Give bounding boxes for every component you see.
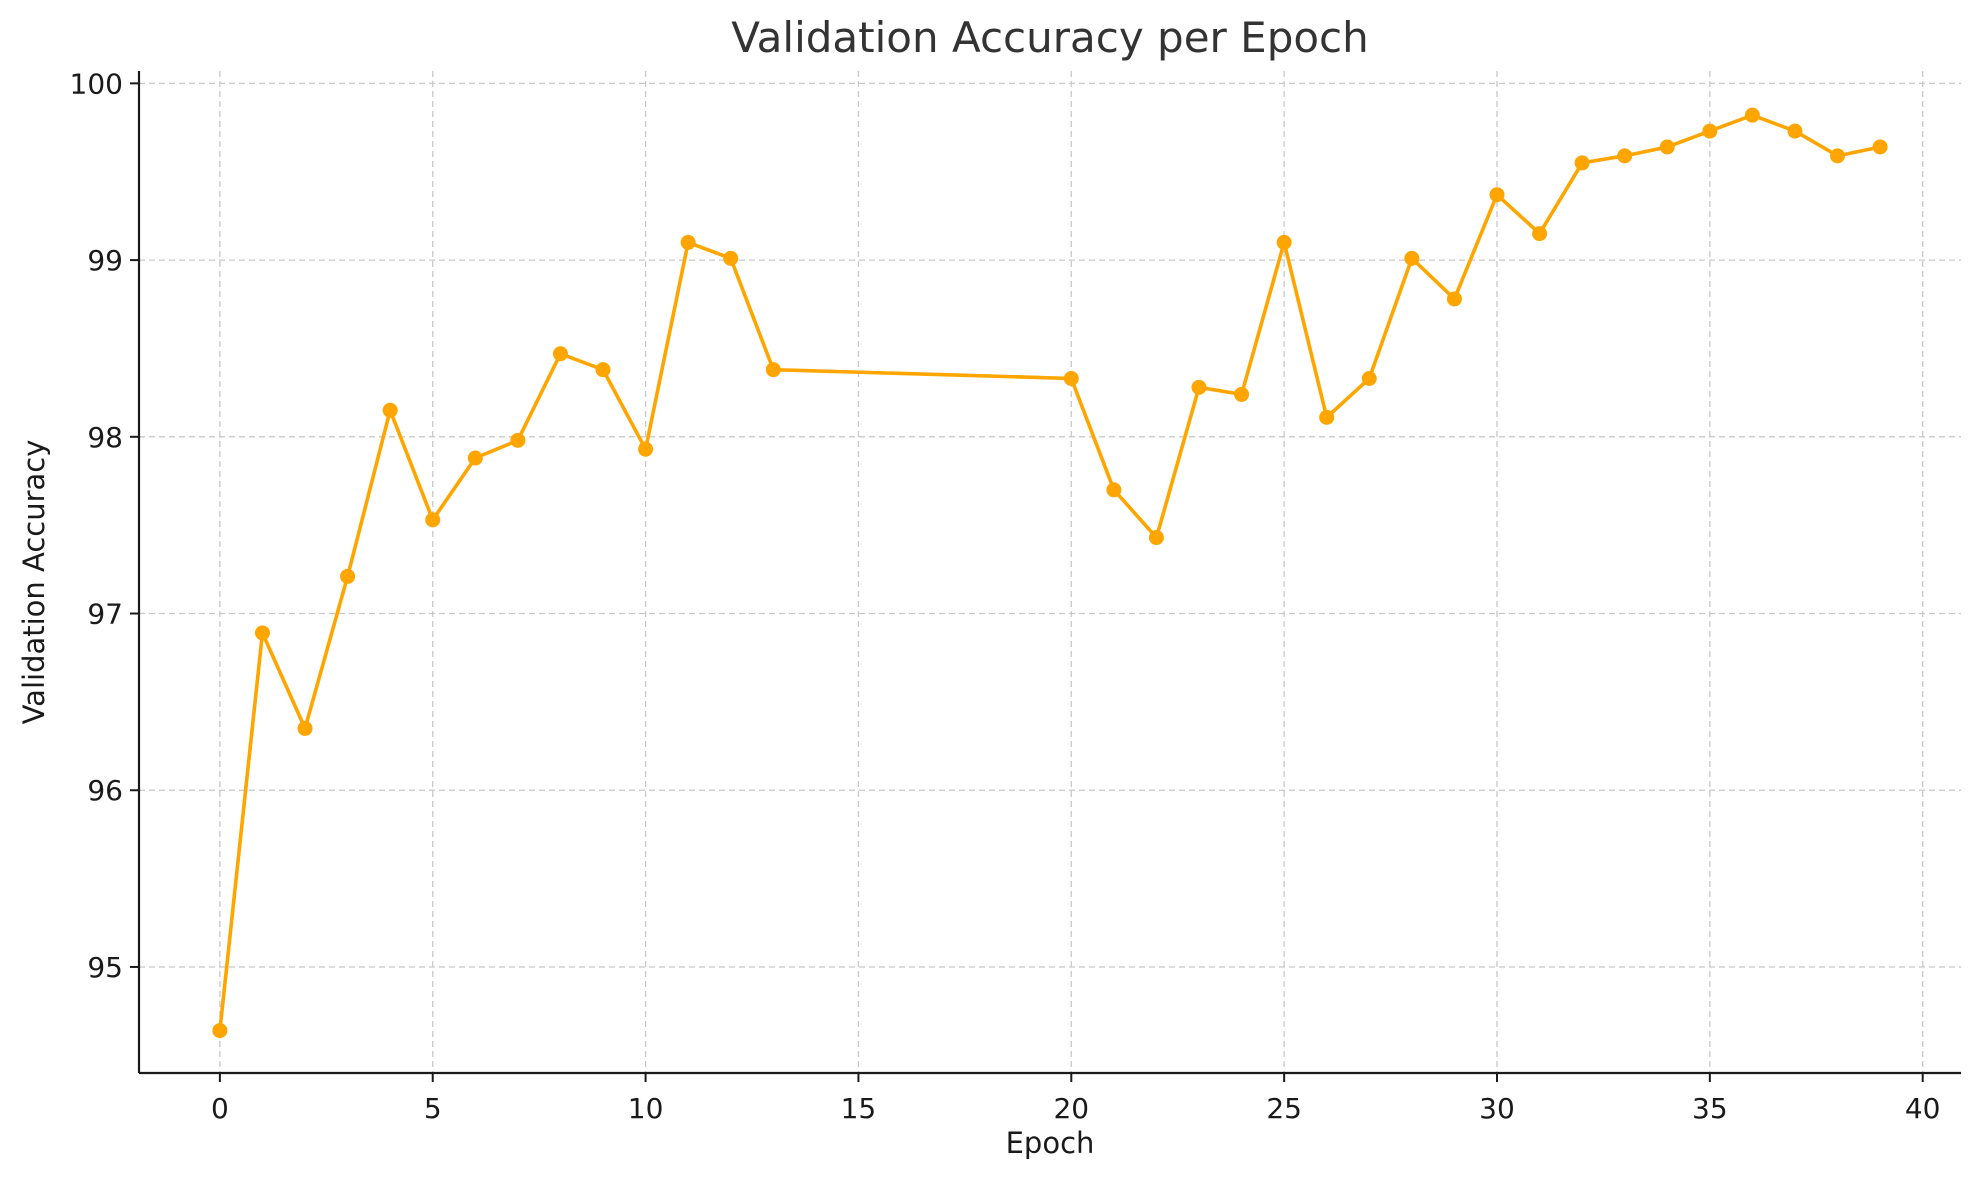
data-point <box>1659 139 1675 155</box>
data-point <box>1234 386 1250 402</box>
data-point <box>510 432 526 448</box>
data-point <box>1361 370 1377 386</box>
data-point <box>297 720 313 736</box>
y-tick-label: 97 <box>87 598 123 631</box>
y-axis-title: Validation Accuracy <box>17 440 51 725</box>
data-point <box>467 450 483 466</box>
data-point <box>1063 370 1079 386</box>
axes <box>137 71 1961 1075</box>
x-tick-label: 5 <box>424 1092 442 1125</box>
data-point <box>1404 250 1420 266</box>
data-point <box>1702 123 1718 139</box>
series <box>212 107 1888 1039</box>
data-point <box>1489 187 1505 203</box>
data-point <box>1191 379 1207 395</box>
x-tick-label: 30 <box>1479 1092 1515 1125</box>
x-tick-label: 15 <box>841 1092 877 1125</box>
y-tick-label: 96 <box>87 774 123 807</box>
data-point <box>382 402 398 418</box>
x-tick-label: 20 <box>1053 1092 1089 1125</box>
chart-title: Validation Accuracy per Epoch <box>731 13 1369 62</box>
x-tick-label: 25 <box>1266 1092 1302 1125</box>
y-tick-label: 100 <box>70 67 123 100</box>
data-point <box>1574 155 1590 171</box>
ticks: 0 5 10 15 20 25 30 35 40 95 96 97 98 99 100 <box>70 67 1941 1125</box>
data-point <box>254 625 270 641</box>
data-point <box>1787 123 1803 139</box>
y-tick-label: 99 <box>87 244 123 277</box>
data-point <box>1830 148 1846 164</box>
data-point <box>723 250 739 266</box>
y-tick-label: 98 <box>87 421 123 454</box>
data-point <box>638 441 654 457</box>
data-point <box>340 568 356 584</box>
x-tick-label: 10 <box>628 1092 664 1125</box>
series-line <box>218 113 1882 1033</box>
data-point <box>1617 148 1633 164</box>
data-point <box>1532 226 1548 242</box>
data-point <box>1744 107 1760 123</box>
data-point <box>1106 482 1122 498</box>
data-point <box>552 346 568 362</box>
x-tick-label: 40 <box>1905 1092 1941 1125</box>
data-point <box>1276 234 1292 250</box>
data-point <box>1319 409 1335 425</box>
data-point <box>425 512 441 528</box>
data-point <box>680 234 696 250</box>
data-point <box>765 362 781 378</box>
grid <box>139 71 1961 1073</box>
y-tick-label: 95 <box>87 951 123 984</box>
data-point <box>1446 291 1462 307</box>
data-point <box>212 1023 228 1039</box>
data-point <box>1148 530 1164 546</box>
x-axis-title: Epoch <box>1006 1126 1095 1160</box>
x-tick-label: 0 <box>211 1092 229 1125</box>
x-tick-label: 35 <box>1692 1092 1728 1125</box>
data-point <box>1872 139 1888 155</box>
data-point <box>595 362 611 378</box>
